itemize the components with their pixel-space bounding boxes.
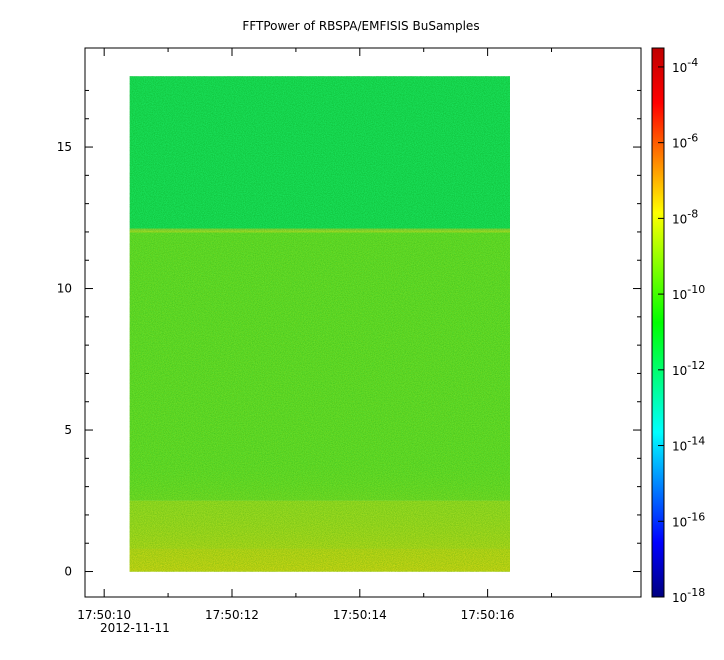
colorbar-tick-label-1: 10-6 — [672, 132, 698, 151]
colorbar-gradient — [651, 47, 665, 598]
chart-title: FFTPower of RBSPA/EMFISIS BuSamples — [242, 19, 479, 33]
y-tick-label-0: 0 — [64, 565, 72, 579]
x-tick-label-1: 17:50:12 — [205, 608, 259, 622]
y-tick-label-1: 5 — [64, 423, 72, 437]
x-axis-date-label: 2012-11-11 — [100, 621, 170, 635]
y-tick-label-3: 15 — [57, 140, 72, 154]
colorbar: 10-4 10-6 10-8 10-10 10-12 10-14 10-16 10-18 — [651, 47, 705, 605]
y-tick-label-2: 10 — [57, 282, 72, 296]
x-axis: 17:50:10 17:50:12 17:50:14 17:50:16 — [77, 48, 553, 622]
colorbar-tick-label-2: 10-8 — [672, 207, 698, 226]
y-axis: 0 5 10 15 — [57, 89, 641, 579]
x-tick-label-0: 17:50:10 — [77, 608, 131, 622]
heatmap-noise-light — [129, 230, 510, 572]
colorbar-tick-label-6: 10-16 — [672, 510, 705, 529]
x-tick-label-3: 17:50:16 — [461, 608, 515, 622]
colorbar-ticks: 10-4 10-6 10-8 10-10 10-12 10-14 10-16 10-18 — [658, 56, 705, 605]
colorbar-tick-label-4: 10-12 — [672, 359, 705, 378]
colorbar-tick-label-5: 10-14 — [672, 435, 705, 454]
heatmap-layer — [129, 76, 510, 572]
colorbar-tick-label-0: 10-4 — [672, 56, 698, 75]
plot-area: 17:50:10 17:50:12 17:50:14 17:50:16 0 5 10 15 — [57, 47, 642, 622]
x-tick-label-2: 17:50:14 — [333, 608, 387, 622]
colorbar-tick-label-3: 10-10 — [672, 283, 705, 302]
colorbar-tick-label-7: 10-18 — [672, 586, 705, 605]
